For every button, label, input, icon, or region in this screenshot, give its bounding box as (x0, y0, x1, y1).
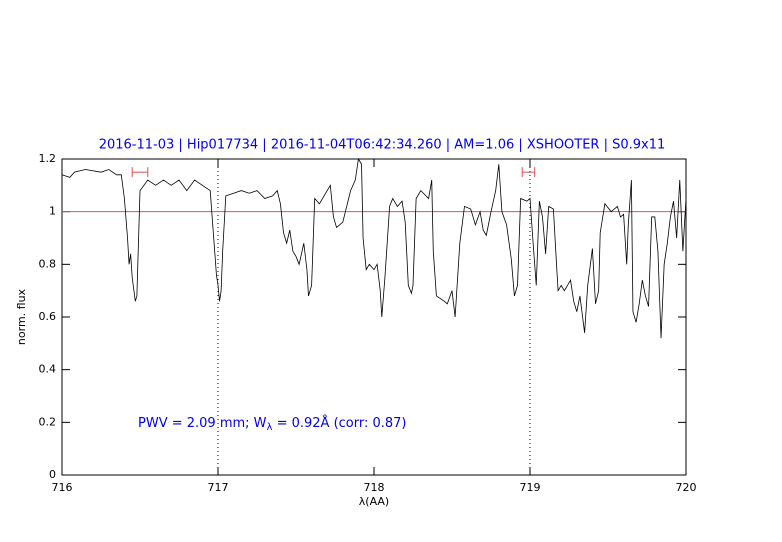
y-tick-label: 0 (49, 468, 56, 481)
annotation-subscript: λ (267, 422, 273, 433)
y-tick-label: 0.2 (39, 415, 57, 428)
x-tick-label: 716 (52, 481, 73, 494)
annotation-part: = 0.92Å (corr: 0.87) (272, 415, 406, 431)
y-axis-label: norm. flux (15, 288, 28, 345)
y-tick-label: 0.6 (39, 310, 57, 323)
x-tick-label: 717 (208, 481, 229, 494)
annotation: PWV = 2.09 mm; Wλ = 0.92Å (corr: 0.87) (138, 415, 407, 434)
y-tick-label: 0.4 (39, 363, 57, 376)
x-tick-label: 719 (520, 481, 541, 494)
y-tick-label: 0.8 (39, 257, 57, 270)
x-tick-label: 720 (676, 481, 697, 494)
annotation-part: PWV = 2.09 mm; W (138, 416, 267, 431)
y-tick-label: 1.2 (39, 152, 57, 165)
chart-title: 2016-11-03 | Hip017734 | 2016-11-04T06:4… (99, 138, 666, 153)
x-tick-label: 718 (364, 481, 385, 494)
x-axis-label: λ(AA) (359, 495, 389, 508)
spectrum-line (61, 157, 687, 339)
y-tick-label: 1 (49, 205, 56, 218)
